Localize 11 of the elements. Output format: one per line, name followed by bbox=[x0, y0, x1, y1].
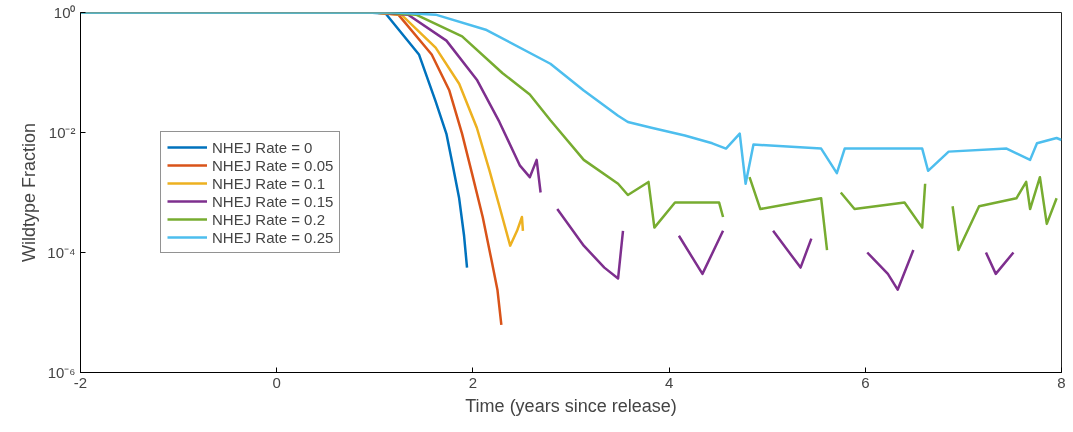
x-tick-label: 6 bbox=[861, 373, 870, 391]
x-tick-label: 4 bbox=[664, 373, 674, 391]
y-tick-label: 10⁻⁶ bbox=[47, 364, 76, 381]
y-axis-title: Wildtype Fraction bbox=[19, 122, 40, 263]
y-tick-label: 10⁰ bbox=[53, 4, 76, 21]
x-tick-label: 0 bbox=[272, 373, 281, 391]
x-axis-title: Time (years since release) bbox=[465, 395, 677, 416]
y-tick-label: 10⁻⁴ bbox=[47, 244, 76, 261]
y-tick-label: 10⁻² bbox=[48, 124, 76, 141]
x-tick-label: 2 bbox=[468, 373, 478, 391]
x-tick-label: 8 bbox=[1057, 373, 1066, 391]
